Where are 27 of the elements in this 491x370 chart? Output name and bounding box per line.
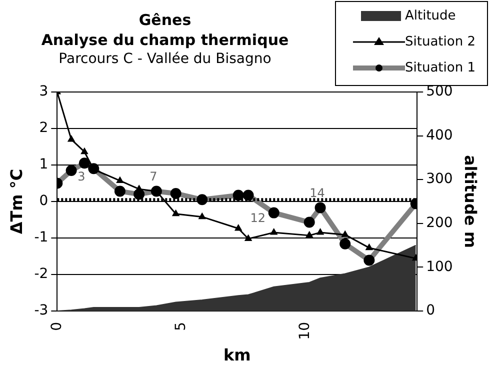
x-tick-label: 0 xyxy=(48,322,65,331)
x-tick-label: 5 xyxy=(172,322,189,331)
y-tick-label: 3 xyxy=(39,84,48,100)
y-tick-label: 0 xyxy=(39,193,48,210)
y2-axis-title: altitude m xyxy=(461,154,480,248)
chart-subtitle: Parcours C - Vallée du Bisagno xyxy=(58,51,272,67)
y2-tick-label: 400 xyxy=(426,127,453,144)
chart-title: Gênes Analyse du champ thermique xyxy=(40,10,290,50)
y2-tick-label: 300 xyxy=(426,171,453,188)
y-tick-label: -1 xyxy=(34,230,48,246)
legend-label: Situation 1 xyxy=(405,60,476,76)
legend-label: Situation 2 xyxy=(405,34,476,50)
x-axis-title: km xyxy=(223,346,251,365)
legend-label: Altitude xyxy=(405,8,456,24)
y-tick-label: 1 xyxy=(39,156,48,173)
y2-tick-label: 0 xyxy=(426,302,435,319)
y-tick-label: 2 xyxy=(39,120,48,136)
annotation: 7 xyxy=(150,169,158,184)
annotation: 14 xyxy=(310,186,325,200)
y-tick-label: -2 xyxy=(34,266,48,282)
x-tick-label: 10 xyxy=(297,322,314,340)
y2-tick-label: 100 xyxy=(426,258,453,275)
y-tick-label: -3 xyxy=(34,302,48,319)
annotation: 12 xyxy=(250,210,266,225)
y2-tick-label: 200 xyxy=(426,215,453,232)
y-axis-title: ΔTm °C xyxy=(6,168,26,234)
annotation: 3 xyxy=(78,169,86,184)
